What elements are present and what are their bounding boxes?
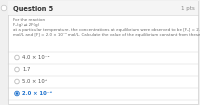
Text: F₂(g) ⇌ 2F(g): F₂(g) ⇌ 2F(g)	[13, 23, 39, 27]
Circle shape	[16, 92, 18, 95]
Text: 5.0 × 10⁵: 5.0 × 10⁵	[22, 79, 47, 84]
Text: 1.7: 1.7	[22, 67, 30, 72]
FancyBboxPatch shape	[8, 1, 198, 15]
Circle shape	[15, 67, 19, 72]
Text: Question 5: Question 5	[13, 5, 53, 12]
Text: For the reaction: For the reaction	[13, 18, 45, 22]
Text: at a particular temperature, the concentrations at equilibrium were observed to : at a particular temperature, the concent…	[13, 28, 200, 32]
Circle shape	[15, 55, 19, 60]
Circle shape	[15, 79, 19, 84]
Circle shape	[1, 5, 7, 11]
FancyBboxPatch shape	[0, 0, 8, 105]
FancyBboxPatch shape	[8, 1, 198, 104]
Text: 2.0 × 10⁻⁶: 2.0 × 10⁻⁶	[22, 91, 52, 96]
Text: 1 pts: 1 pts	[181, 6, 195, 11]
Text: 4.0 × 10⁻²: 4.0 × 10⁻²	[22, 55, 50, 60]
Text: mol/L and [F] = 2.0 × 10⁻⁴ mol/L. Calculate the value of the equilibrium constan: mol/L and [F] = 2.0 × 10⁻⁴ mol/L. Calcul…	[13, 33, 200, 37]
Circle shape	[15, 91, 19, 96]
